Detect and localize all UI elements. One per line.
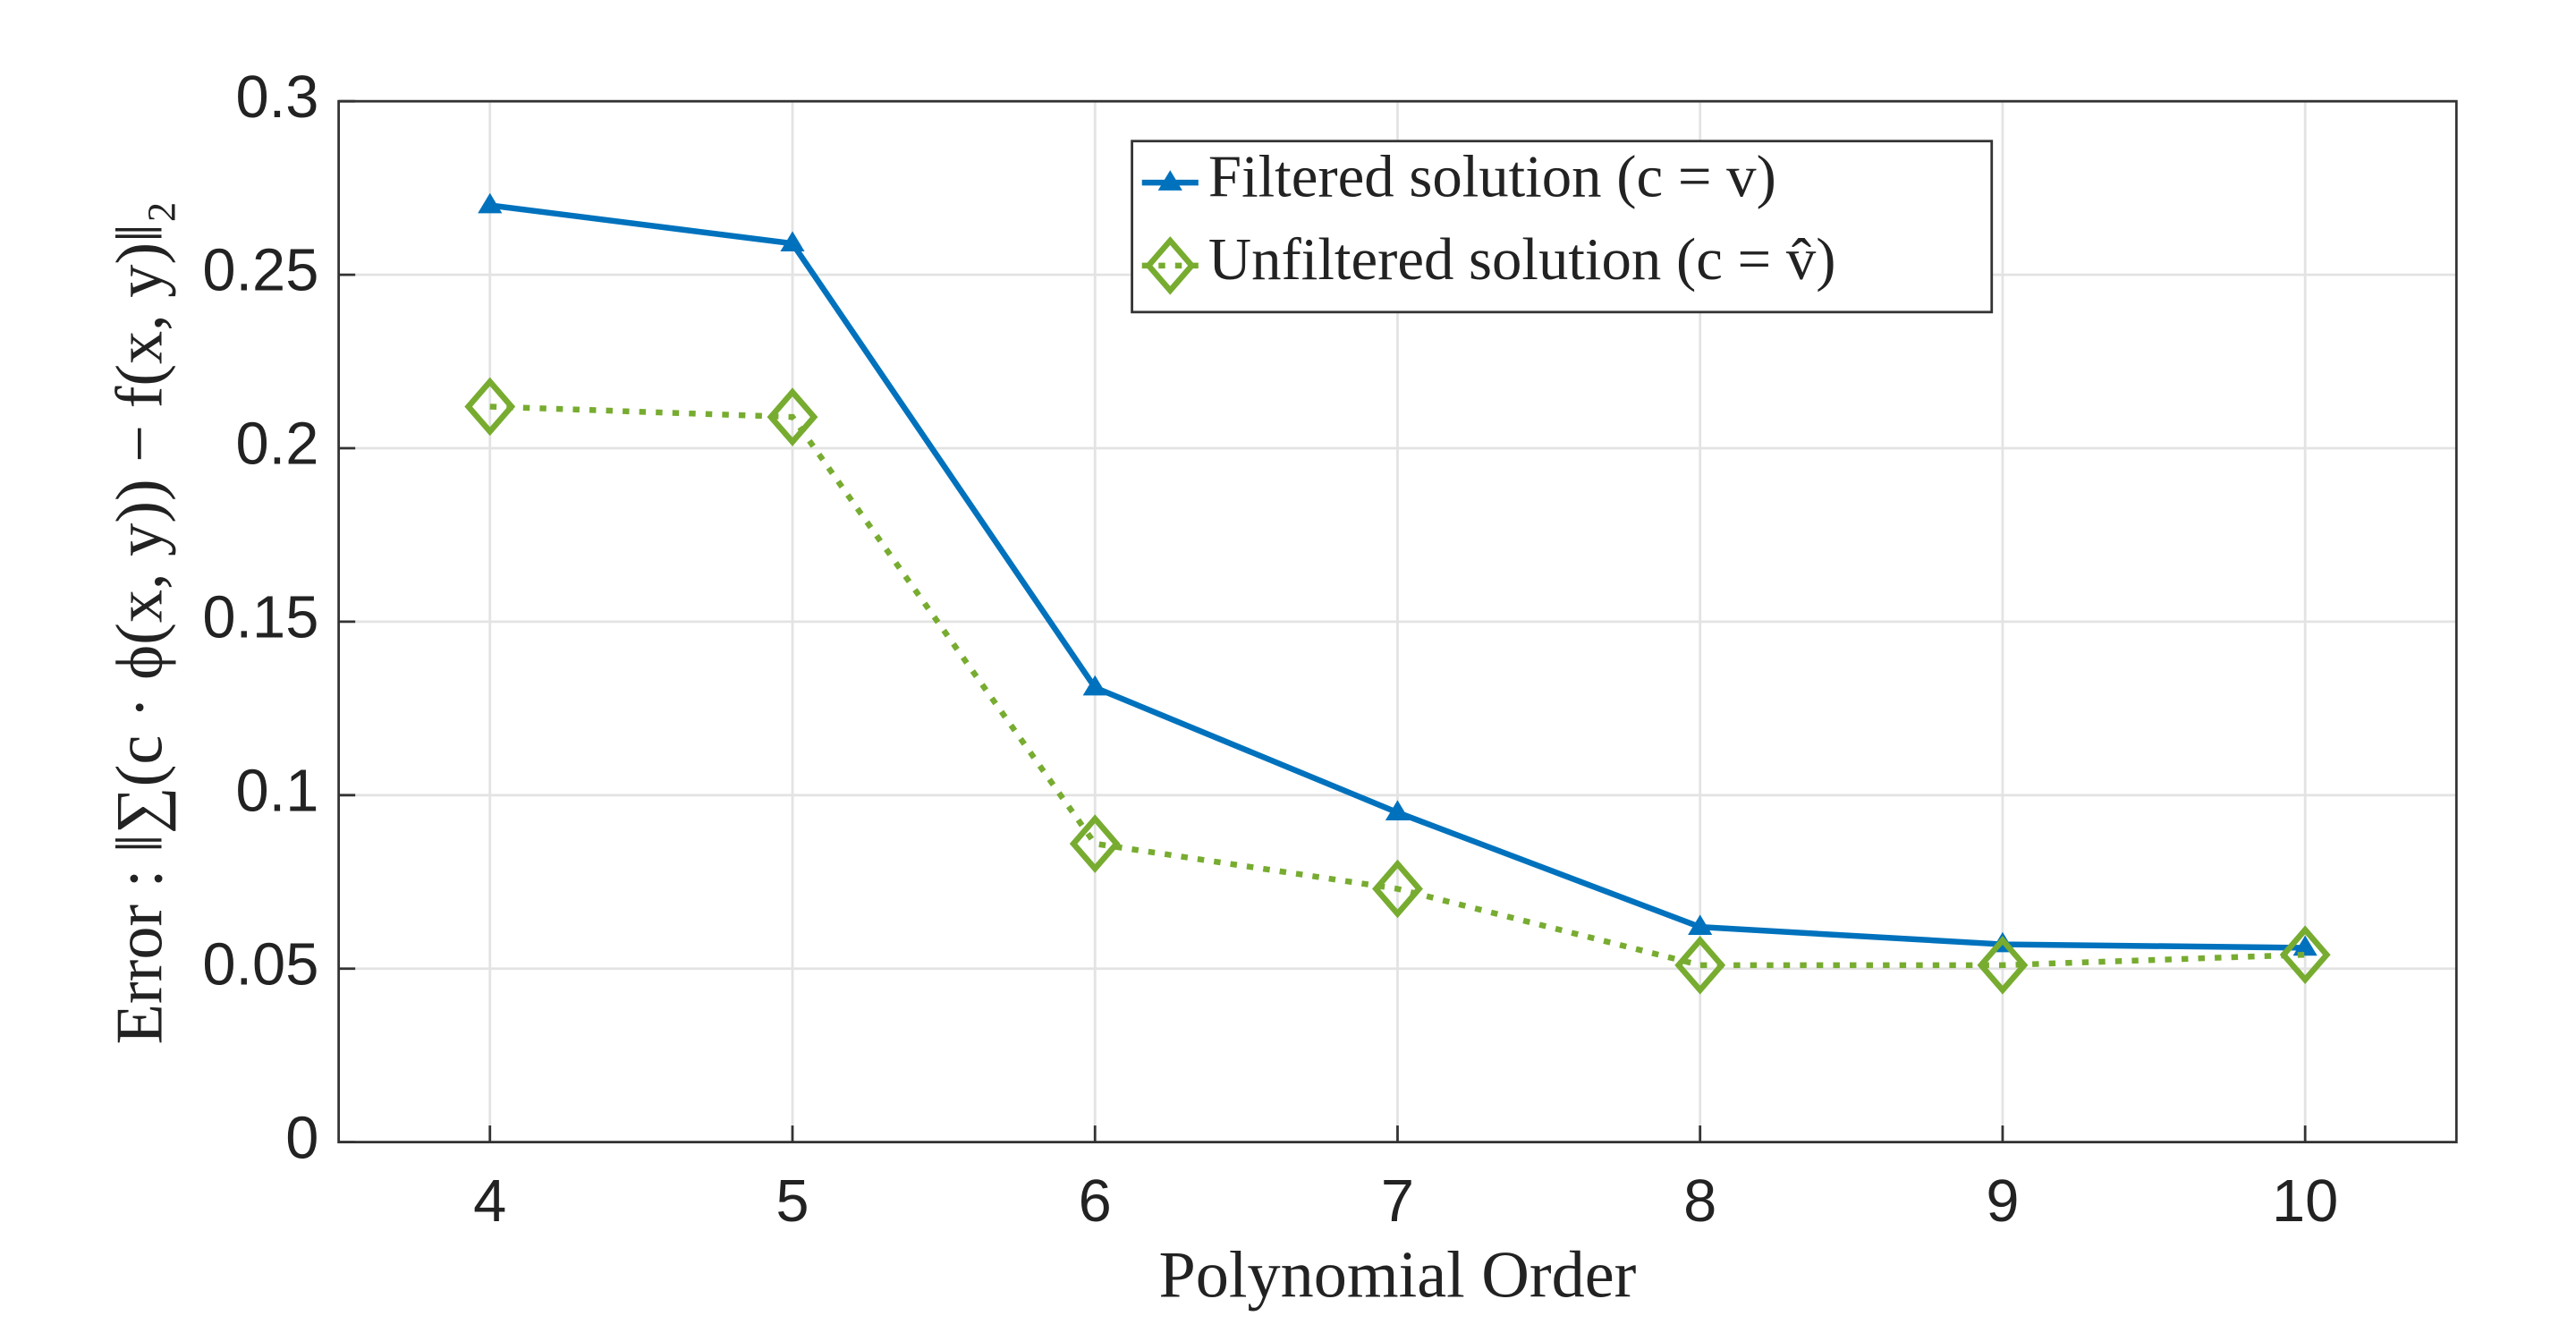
legend-label: Filtered solution (c = v) <box>1208 143 1776 209</box>
y-axis-label: Error : ‖∑(c · ϕ(x, y)) − f(x, y)‖₂ <box>103 200 176 1044</box>
marker <box>478 192 503 214</box>
x-tick-label: 7 <box>1381 1168 1414 1235</box>
marker <box>1069 814 1121 873</box>
marker <box>780 231 805 252</box>
marker <box>464 377 516 437</box>
x-tick-label: 8 <box>1683 1168 1716 1235</box>
y-tick-label: 0.2 <box>236 412 319 478</box>
marker <box>1372 859 1423 919</box>
marker <box>1977 936 2029 995</box>
x-tick-label: 4 <box>473 1168 506 1235</box>
marker <box>1688 914 1713 935</box>
x-tick-label: 6 <box>1079 1168 1112 1235</box>
legend-box <box>1131 140 1994 314</box>
line <box>489 403 2306 969</box>
marker <box>2279 925 2331 984</box>
marker <box>2292 935 2318 956</box>
legend-marker <box>1157 170 1182 191</box>
y-tick-label: 0.3 <box>236 64 319 131</box>
marker <box>767 387 818 446</box>
y-tick-label: 0.05 <box>202 931 318 998</box>
y-tick-label: 0 <box>285 1105 318 1171</box>
y-tick-label: 0.25 <box>202 238 318 304</box>
legend-marker <box>1144 236 1196 295</box>
marker <box>1674 936 1726 995</box>
marker <box>1385 800 1411 821</box>
x-tick-label: 5 <box>775 1168 809 1235</box>
y-tick-label: 0.15 <box>202 585 318 651</box>
x-tick-label: 9 <box>1986 1168 2019 1235</box>
x-axis-label: Polynomial Order <box>1159 1239 1637 1312</box>
x-tick-label: 10 <box>2272 1168 2338 1235</box>
legend-label: Unfiltered solution (c = v̂) <box>1208 226 1836 293</box>
y-tick-label: 0.1 <box>236 758 319 824</box>
plot-frame <box>337 99 2458 1144</box>
marker <box>1082 675 1107 696</box>
